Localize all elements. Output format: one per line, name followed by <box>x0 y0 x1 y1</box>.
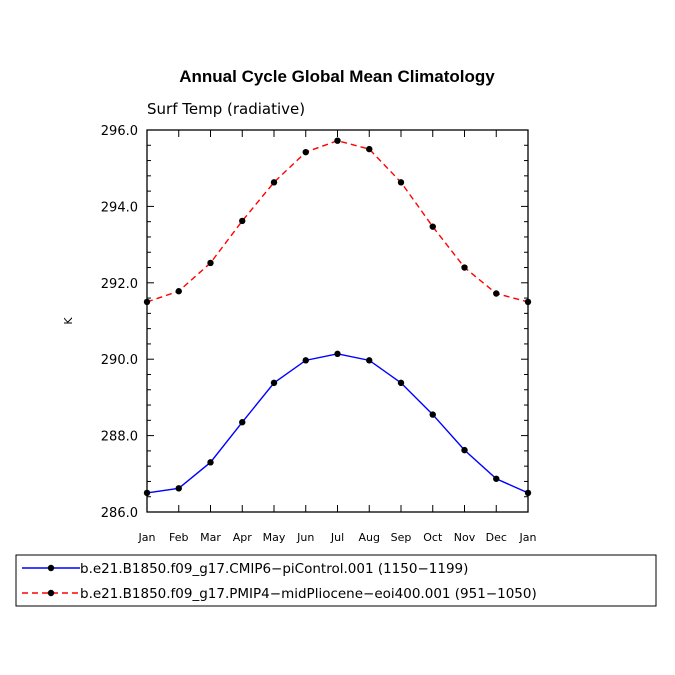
y-tick-labels: 286.0 288.0 290.0 292.0 294.0 296.0 <box>101 124 138 521</box>
legend-entry-picontrol: b.e21.B1850.f09_g17.CMIP6−piControl.001 … <box>22 561 468 577</box>
series-1 <box>143 137 532 306</box>
data-point <box>239 419 246 426</box>
series-layer <box>143 137 532 497</box>
series-0 <box>143 350 532 497</box>
x-tick-label: Sep <box>391 531 412 544</box>
x-tick-label: Mar <box>200 531 221 544</box>
data-point <box>239 217 246 225</box>
y-tick-label: 296.0 <box>101 124 138 139</box>
data-point <box>461 446 468 454</box>
y-tick-label: 292.0 <box>101 277 138 292</box>
data-point <box>429 223 436 230</box>
x-tick-label: Apr <box>233 531 253 544</box>
data-point <box>429 411 436 418</box>
chart-title: Annual Cycle Global Mean Climatology <box>179 67 495 86</box>
x-tick-label: Jan <box>519 531 537 544</box>
data-point <box>366 357 373 364</box>
data-point <box>334 350 341 358</box>
data-point <box>207 459 214 466</box>
series-line <box>146 353 529 494</box>
legend-entry-midpliocene: b.e21.B1850.f09_g17.PMIP4−midPliocene−eo… <box>22 586 537 602</box>
x-tick-label: Oct <box>423 531 443 544</box>
y-tick-label: 286.0 <box>101 506 138 521</box>
y-axis-label: K <box>62 317 75 325</box>
series-line <box>146 139 529 303</box>
data-point <box>207 259 214 267</box>
legend: b.e21.B1850.f09_g17.CMIP6−piControl.001 … <box>15 554 657 607</box>
x-tick-labels: Jan Feb Mar Apr May Jun Jul Aug Sep Oct Nov Dec Jan <box>138 531 537 544</box>
legend-marker-midpliocene <box>47 589 55 597</box>
x-tick-label: Jul <box>330 531 344 544</box>
x-tick-label: Dec <box>486 531 507 544</box>
x-tick-label: Feb <box>169 531 188 544</box>
data-point <box>302 357 309 364</box>
data-point <box>397 179 405 186</box>
y-tick-label: 294.0 <box>101 200 138 215</box>
data-point <box>334 137 341 144</box>
legend-marker-picontrol <box>47 564 55 572</box>
y-tick-label: 290.0 <box>101 353 138 368</box>
data-point <box>175 485 182 492</box>
plot-frame <box>146 129 529 513</box>
data-point <box>493 290 500 297</box>
data-point <box>302 148 309 156</box>
data-point <box>461 264 468 271</box>
data-point <box>366 145 373 153</box>
y-tick-label: 288.0 <box>101 430 138 445</box>
data-point <box>493 475 500 482</box>
chart-subtitle: Surf Temp (radiative) <box>147 100 305 118</box>
x-tick-label: Jan <box>138 531 156 544</box>
data-point <box>270 379 278 387</box>
data-point <box>175 288 182 295</box>
data-point <box>397 379 405 387</box>
axes <box>146 129 529 513</box>
x-tick-label: May <box>263 531 286 544</box>
legend-label-midpliocene: b.e21.B1850.f09_g17.PMIP4−midPliocene−eo… <box>80 586 537 602</box>
x-tick-label: Nov <box>454 531 476 544</box>
legend-label-picontrol: b.e21.B1850.f09_g17.CMIP6−piControl.001 … <box>80 561 468 577</box>
x-tick-label: Aug <box>359 531 380 544</box>
x-tick-label: Jun <box>296 531 314 544</box>
data-point <box>270 179 278 186</box>
legend-box <box>15 554 657 607</box>
